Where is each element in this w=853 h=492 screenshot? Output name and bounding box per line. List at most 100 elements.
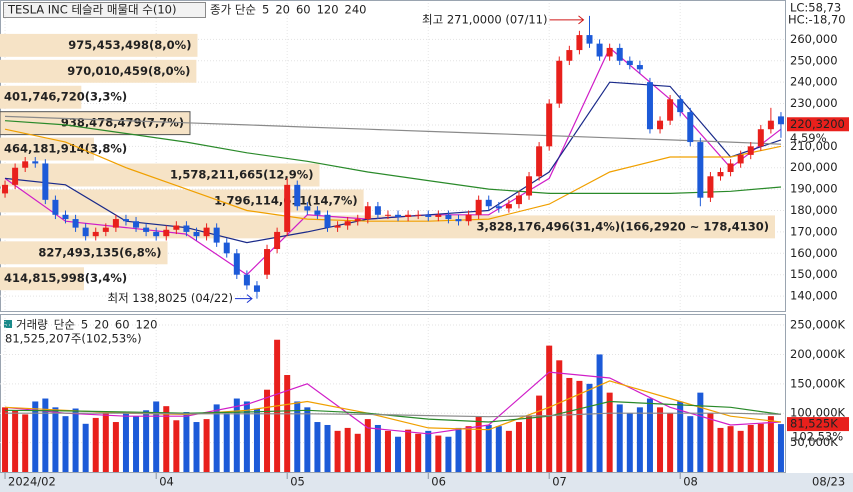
volume-bar [767, 416, 774, 472]
y-tick-label: 150,000K [790, 376, 846, 390]
candle-body [82, 227, 89, 237]
candle-body [636, 65, 643, 70]
profile-label: 401,746,720(3,3%) [4, 90, 127, 104]
volume-bar [354, 433, 361, 472]
volume-bar [757, 423, 764, 472]
volume-bar [153, 401, 160, 472]
y-tick-label: 100,000K [790, 406, 846, 420]
candle-body [213, 227, 220, 243]
candle-body [707, 176, 714, 198]
last-close-label: 220,3200 [790, 117, 845, 131]
y-tick-label: 210,000 [790, 139, 838, 153]
volume-bar [203, 419, 210, 472]
legend-entry: 60 [296, 3, 311, 17]
candle-body [42, 163, 49, 200]
candle-body [384, 214, 391, 216]
y-tick-label: 160,000 [790, 246, 838, 260]
volume-bar [505, 430, 512, 472]
legend-title: 종가 단순 [210, 3, 256, 17]
candle-body [586, 35, 593, 44]
legend-title: 거래량 [16, 318, 48, 332]
volume-bar [314, 422, 321, 472]
volume-bar [395, 436, 402, 472]
candle-body [32, 161, 39, 164]
candle-body [526, 176, 533, 196]
legend-entry: 120 [136, 318, 158, 332]
profile-label: 970,010,459(8,0%) [67, 64, 190, 78]
volume-panel [0, 314, 786, 473]
volume-bar [727, 426, 734, 472]
change-label: 4,59% [790, 131, 827, 145]
high-arrow [549, 15, 585, 25]
volume-bar [445, 436, 452, 472]
candle-body [777, 116, 784, 125]
lc-label: LC:58,73 [790, 1, 841, 15]
volume-bar [495, 426, 502, 472]
low-arrow [234, 294, 253, 304]
volume-bar [616, 404, 623, 472]
candle-body [546, 103, 553, 147]
volume-bar [536, 395, 543, 472]
ma-line [5, 412, 782, 418]
candle-body [677, 99, 684, 113]
candle-body [596, 43, 603, 57]
volume-bar [475, 416, 482, 472]
volume-bar [515, 422, 522, 472]
profile-bar [0, 33, 198, 57]
volume-bar [122, 413, 129, 472]
profile-bar [0, 137, 94, 161]
candle-body [253, 285, 260, 292]
candle-body [697, 142, 704, 198]
candle-body [173, 225, 180, 230]
volume-bar [636, 407, 643, 472]
candle-body [505, 204, 512, 209]
volume-bar [22, 414, 29, 472]
candle-body [485, 199, 492, 207]
volume-bar [697, 392, 704, 472]
hc-label: HC:-18,70 [788, 13, 846, 27]
volume-bar [72, 408, 79, 472]
volume-info: 81,525,207주(102,53%) [5, 332, 142, 346]
candle-body [475, 199, 482, 215]
volume-bar [294, 401, 301, 472]
volume-bar [133, 416, 140, 472]
candle-body [163, 229, 170, 237]
volume-bar [264, 389, 271, 472]
candle-body [22, 161, 29, 168]
volume-bar [253, 408, 260, 472]
candle-body [747, 146, 754, 155]
volume-bar [62, 416, 69, 472]
candle-body [12, 167, 19, 185]
candle-body [445, 214, 452, 220]
volume-bar [646, 398, 653, 472]
candle-body [133, 221, 140, 228]
candle-body [737, 154, 744, 164]
profile-label: 1,578,211,665(12,9%) [170, 168, 314, 182]
volume-bar [435, 435, 442, 472]
volume-bar [717, 427, 724, 472]
y-tick-label: 260,000 [790, 32, 838, 46]
volume-bar [606, 392, 613, 472]
candle-body [606, 47, 613, 57]
legend-entry: 20 [275, 3, 290, 17]
volume-bar [576, 380, 583, 472]
ma-line [4, 120, 782, 194]
candle-body [646, 82, 653, 130]
volume-bar [465, 426, 472, 472]
candle-body [52, 199, 59, 215]
volume-bar [384, 430, 391, 472]
candle-body [354, 219, 361, 222]
profile-bar [0, 241, 168, 265]
profile-label: 464,181,914(3,8%) [4, 142, 127, 156]
y-tick-label: 190,000 [790, 182, 838, 196]
high-annotation: 최고 271,0000 (07/11) [422, 12, 547, 26]
candle-body [193, 231, 200, 237]
profile-bar [0, 163, 320, 187]
legend-entry: 5 [81, 318, 88, 332]
profile-bar [0, 59, 197, 83]
candle-body [223, 242, 230, 254]
candle-body [536, 146, 543, 177]
x-tick-label: 08 [683, 475, 698, 489]
volume-bar [737, 430, 744, 472]
candle-body [767, 120, 774, 130]
